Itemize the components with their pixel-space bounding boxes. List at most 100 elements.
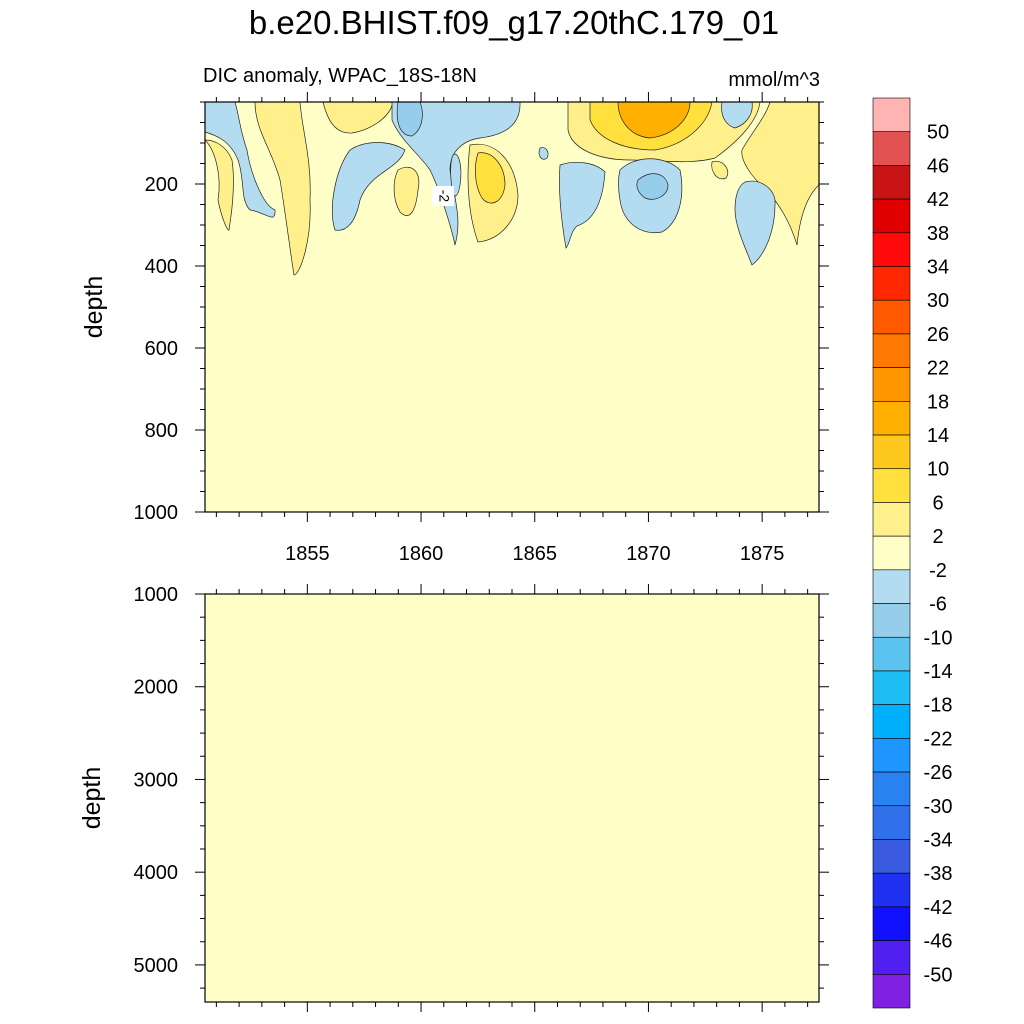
colorbar-swatch (872, 940, 911, 975)
top-panel-x-tick-labels: 1855 1860 1865 1870 1875 (285, 543, 784, 565)
colorbar-swatch (872, 805, 911, 840)
colorbar-swatch (872, 468, 911, 503)
colorbar-label: -22 (924, 728, 953, 750)
contour-positive-2 (204, 139, 234, 231)
units-label: mmol/m^3 (728, 69, 820, 91)
contour-label: -2 (432, 186, 454, 206)
colorbar-swatch (872, 636, 911, 672)
colorbar-swatch (872, 232, 911, 267)
top-x-tick-label: 1865 (512, 543, 557, 565)
colorbar-swatch (872, 771, 911, 807)
bottom-panel: 1000 2000 3000 4000 5000 depth (78, 584, 829, 1012)
top-panel-ylabel: depth (80, 276, 108, 339)
colorbar-swatch (872, 434, 911, 470)
colorbar-swatch (872, 839, 911, 874)
contour-negative-6 (538, 147, 549, 160)
colorbar-label: 2 (932, 526, 943, 548)
bottom-panel-ticks (195, 584, 829, 1012)
bottom-y-tick-label: 3000 (134, 769, 179, 791)
contour-negative-9 (636, 173, 669, 200)
bottom-panel-y-tick-labels: 1000 2000 3000 4000 5000 (134, 584, 179, 977)
contour-positive-6 (475, 152, 506, 204)
contour-label-box (432, 186, 454, 206)
contour-negative-7 (559, 162, 606, 249)
colorbar-label: 38 (927, 223, 949, 245)
top-y-tick-label: 400 (145, 256, 178, 278)
colorbar-label: 30 (927, 290, 949, 312)
colorbar-label: -46 (924, 931, 953, 953)
contour-positive-9 (617, 101, 691, 139)
colorbar-swatch (872, 704, 911, 739)
colorbar-label: 34 (927, 257, 949, 279)
colorbar-label: -6 (929, 594, 947, 616)
colorbar-swatch (872, 131, 911, 166)
colorbar-swatch (872, 569, 911, 604)
colorbar-label: -30 (924, 796, 953, 818)
colorbar-swatch (872, 97, 911, 133)
colorbar-label: -18 (924, 695, 953, 717)
colorbar-swatch (872, 299, 911, 335)
colorbar-label: -26 (924, 762, 953, 784)
top-panel-y-tick-labels: 200 400 600 800 1000 (134, 174, 179, 524)
bottom-y-tick-label: 1000 (134, 584, 179, 606)
contour-negative-4 (396, 101, 423, 137)
colorbar-label: 46 (927, 155, 949, 177)
colorbar-swatch (872, 872, 911, 908)
contour-negative-3 (391, 101, 521, 246)
bottom-panel-background (205, 594, 819, 1002)
contour-positive-1 (254, 101, 311, 276)
colorbar-label: 10 (927, 459, 949, 481)
colorbar-label: -2 (929, 560, 947, 582)
colorbar-label: -42 (924, 897, 953, 919)
colorbar-label: 14 (927, 425, 949, 447)
top-x-tick-label: 1870 (626, 543, 671, 565)
colorbar-swatch (872, 198, 911, 234)
colorbar-swatch (872, 333, 911, 368)
colorbar-label: -10 (924, 627, 953, 649)
colorbar-label: -38 (924, 863, 953, 885)
colorbar-label: -50 (924, 964, 953, 986)
contour-negative-10 (721, 101, 753, 129)
bottom-y-tick-label: 4000 (134, 862, 179, 884)
colorbar-swatch (872, 973, 911, 1009)
top-x-tick-label: 1875 (740, 543, 785, 565)
colorbar-label: 18 (927, 391, 949, 413)
colorbar-label: 6 (932, 492, 943, 514)
colorbar-swatch (872, 266, 911, 301)
colorbar-swatch (872, 603, 911, 638)
contour-negative-5 (450, 153, 462, 197)
variable-label: DIC anomaly, WPAC_18S-18N (203, 65, 477, 87)
bottom-panel-ylabel: depth (78, 767, 106, 830)
contour-negative-2 (331, 142, 406, 231)
colorbar-label: 26 (927, 324, 949, 346)
top-panel-ticks (195, 92, 829, 522)
top-panel: -2 200 400 600 800 1000 1855 1860 1865 1870 1875… (80, 92, 829, 565)
colorbar-swatch (872, 165, 911, 200)
top-y-tick-label: 600 (145, 338, 178, 360)
chart-title: b.e20.BHIST.f09_g17.20thC.179_01 (249, 4, 779, 41)
bottom-y-tick-label: 5000 (134, 955, 179, 977)
top-x-tick-label: 1860 (399, 543, 444, 565)
colorbar: 50 46 42 38 34 30 26 22 18 14 10 6 2 -2 -6 -10 -14 -18 -22… (872, 97, 953, 1009)
colorbar-swatch (872, 906, 911, 941)
contour-negative-1 (204, 101, 276, 218)
top-y-tick-label: 800 (145, 420, 178, 442)
top-y-tick-label: 200 (145, 174, 178, 196)
contour-label-text: -2 (436, 190, 452, 203)
contour-negative-11 (734, 180, 776, 266)
colorbar-label: -34 (924, 829, 953, 851)
contour-positive-11 (711, 160, 729, 180)
colorbar-swatch (872, 670, 911, 705)
colorbar-swatch (872, 401, 911, 436)
top-x-tick-label: 1855 (285, 543, 330, 565)
bottom-y-tick-label: 2000 (134, 677, 179, 699)
contour-positive-4 (393, 166, 420, 216)
colorbar-swatch (872, 738, 911, 773)
colorbar-swatch (872, 502, 911, 537)
colorbar-label: 50 (927, 122, 949, 144)
colorbar-swatch (872, 535, 911, 571)
colorbar-label: -14 (924, 661, 953, 683)
colorbar-label: 42 (927, 189, 949, 211)
top-y-tick-label: 1000 (134, 502, 179, 524)
